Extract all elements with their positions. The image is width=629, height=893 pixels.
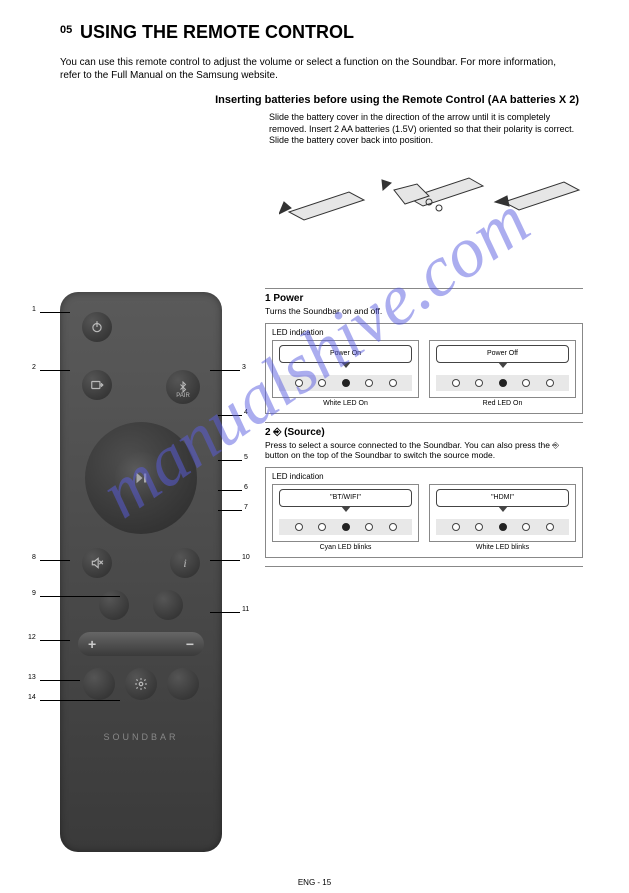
marker: 8 [32, 554, 36, 561]
led-state-box: Power On [272, 340, 419, 398]
led-caption: LED indication [272, 472, 576, 481]
power-body: Turns the Soundbar on and off. [265, 306, 583, 317]
source-button [82, 370, 112, 400]
marker: 3 [242, 364, 246, 371]
volume-rocker: +− [78, 632, 204, 656]
battery-heading: Inserting batteries before using the Rem… [215, 94, 579, 106]
marker: 9 [32, 590, 36, 597]
marker: 6 [244, 484, 248, 491]
page-number: 05 [60, 24, 72, 36]
led-state-label: Power On [279, 345, 412, 363]
source-led-panel: LED indication "BT/WIFI" "HDMI" [265, 467, 583, 558]
remote-brand-label: SOUNDBAR [103, 732, 178, 742]
power-led-panel: LED indication Power On Power Off [265, 323, 583, 414]
marker: 11 [242, 606, 249, 613]
led-state-label: Power Off [436, 345, 569, 363]
led-state-box: "HDMI" [429, 484, 576, 542]
marker: 13 [28, 674, 36, 681]
right-column: 1 Power Turns the Soundbar on and off. L… [265, 284, 583, 571]
play-pause-button [115, 452, 167, 504]
led-sub-label: Red LED On [429, 400, 576, 407]
sound-mode-button [83, 668, 115, 700]
led-state-box: Power Off [429, 340, 576, 398]
led-state-label: "HDMI" [436, 489, 569, 507]
intro-text: You can use this remote control to adjus… [60, 56, 560, 82]
section-title: USING THE REMOTE CONTROL [80, 22, 354, 43]
marker: 14 [28, 694, 36, 701]
pair-button: PAIR [166, 370, 200, 404]
mute-button [82, 548, 112, 578]
power-heading: 1 Power [265, 293, 583, 304]
led-sub-label: White LED On [272, 400, 419, 407]
info-button: i [170, 548, 200, 578]
led-sub-label: Cyan LED blinks [272, 544, 419, 551]
source-heading: 2 ⎆ (Source) [265, 427, 583, 438]
battery-diagram [279, 142, 589, 252]
marker: 7 [244, 504, 248, 511]
led-caption: LED indication [272, 328, 576, 337]
power-button [82, 312, 112, 342]
marker: 10 [242, 554, 250, 561]
source-body: Press to select a source connected to th… [265, 440, 583, 461]
led-state-label: "BT/WIFI" [279, 489, 412, 507]
tone-button [99, 590, 129, 620]
page-footer: ENG - 15 [298, 878, 331, 887]
led-state-box: "BT/WIFI" [272, 484, 419, 542]
marker: 12 [28, 634, 36, 641]
remote-control: PAIR i +− SOUNDBAR [60, 292, 222, 852]
marker: 2 [32, 364, 36, 371]
marker: 1 [32, 306, 36, 313]
bass-button [167, 668, 199, 700]
tone-button [153, 590, 183, 620]
marker: 5 [244, 454, 248, 461]
marker: 4 [244, 409, 248, 416]
led-sub-label: White LED blinks [429, 544, 576, 551]
settings-button [125, 668, 157, 700]
dpad-ring [85, 422, 197, 534]
